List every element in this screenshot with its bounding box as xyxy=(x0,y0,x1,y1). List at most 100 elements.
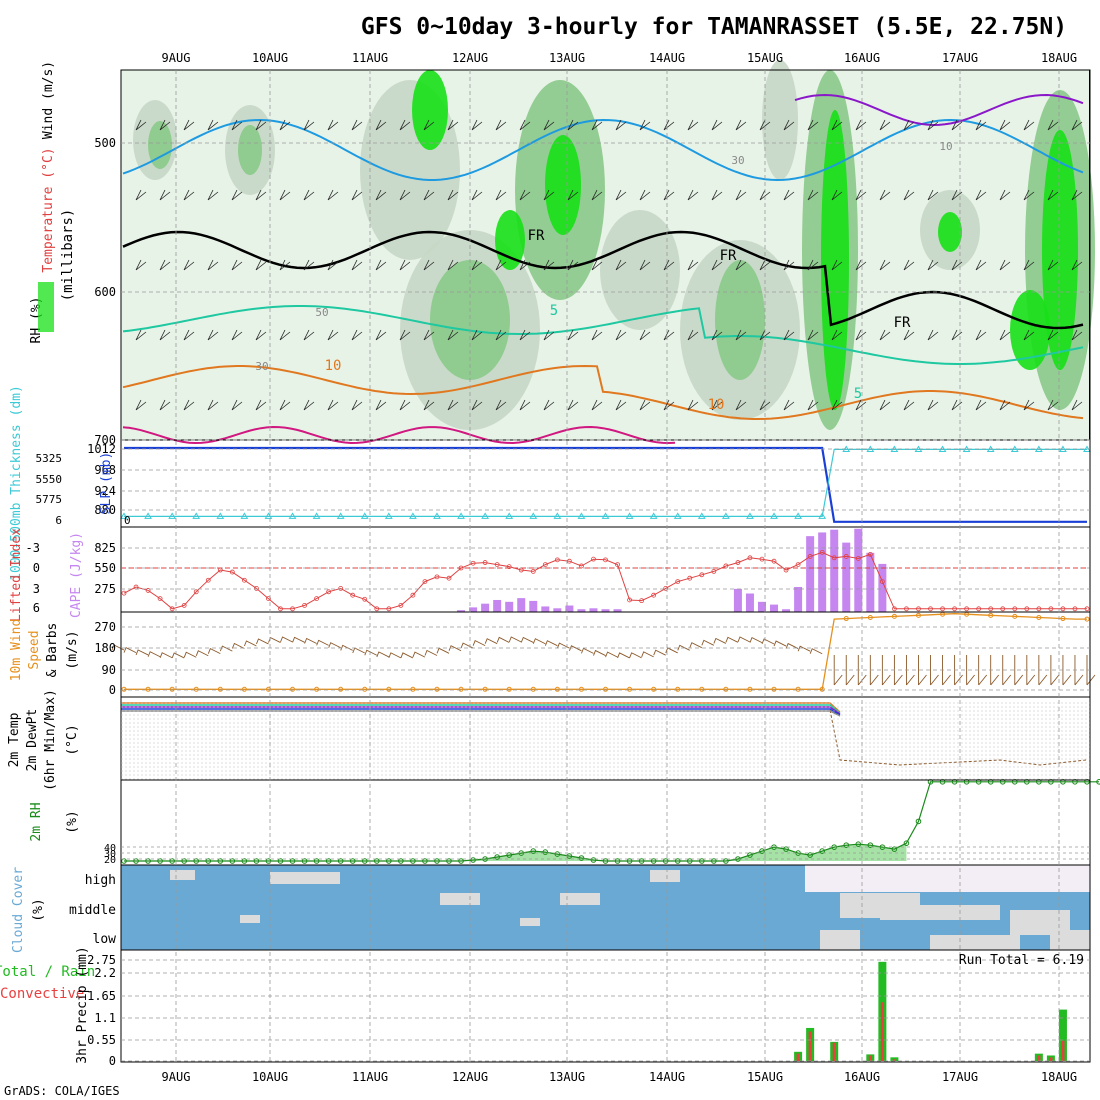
upper-wind-barb xyxy=(159,189,171,201)
upper-wind-barb xyxy=(207,329,219,341)
upper-wind-barb xyxy=(1071,329,1083,341)
upper-wind-barb xyxy=(543,259,555,271)
rh2m-point xyxy=(446,858,452,864)
wind-barb xyxy=(930,655,939,686)
upper-wind-barb xyxy=(783,399,795,411)
cape-bar xyxy=(517,598,526,612)
rh2m-point xyxy=(229,858,236,864)
upper-wind-barb xyxy=(855,119,867,131)
upper-wind-barb xyxy=(471,259,483,271)
wind-barb xyxy=(424,649,438,656)
upper-wind-barb xyxy=(183,119,195,131)
upper-wind-barb xyxy=(1023,259,1035,271)
upper-wind-barb xyxy=(663,189,675,201)
cape-bar xyxy=(818,532,827,612)
temp2m-axis-label-a: 2m Temp xyxy=(7,712,22,767)
wind-speed-point xyxy=(265,686,271,692)
upper-wind-barb xyxy=(1071,119,1083,131)
slp-tick-label: 1012 xyxy=(87,442,116,456)
wind-barb xyxy=(183,651,197,658)
date-label-top: 12AUG xyxy=(452,51,488,65)
cape-bar xyxy=(842,542,851,612)
li-point xyxy=(747,555,753,561)
rh2m-area xyxy=(124,843,907,861)
precip-convective-bar xyxy=(808,1031,812,1061)
wind-barb xyxy=(556,642,570,649)
wind-barb xyxy=(581,647,594,654)
li-point xyxy=(121,590,127,596)
cape-tick-label: 275 xyxy=(94,582,116,596)
date-label-top: 9AUG xyxy=(162,51,191,65)
date-label-bottom: 14AUG xyxy=(649,1070,685,1084)
upper-wind-barb xyxy=(231,259,243,271)
cloud-gap xyxy=(440,893,480,905)
rh2m-point xyxy=(410,858,416,864)
rh2m-point xyxy=(193,858,200,864)
thickness-point xyxy=(240,512,249,519)
wind-barb xyxy=(352,647,365,654)
rh2m-point xyxy=(253,858,260,864)
wind-speed-point xyxy=(145,686,151,692)
cape-bar xyxy=(553,608,562,612)
upper-wind-barb xyxy=(663,119,675,131)
upper-wind-barb xyxy=(1047,259,1059,271)
upper-wind-barb xyxy=(975,329,987,341)
date-label-top: 13AUG xyxy=(549,51,585,65)
wind-speed-point xyxy=(723,686,729,692)
li-point xyxy=(241,577,247,583)
precip-axis-label: 3hr Precip (mm) xyxy=(75,946,90,1063)
li-point xyxy=(892,606,897,612)
wind-barb xyxy=(219,645,233,652)
precip-total-bar xyxy=(1058,1009,1067,1061)
upper-wind-barb xyxy=(783,329,795,341)
upper-wind-barb xyxy=(447,399,459,411)
rh2m-point xyxy=(867,842,874,848)
upper-wind-barb xyxy=(591,259,603,271)
cape-bar xyxy=(601,609,610,612)
upper-wind-barb xyxy=(735,189,747,201)
cape-bar xyxy=(493,599,502,612)
temp-contour-freezing xyxy=(122,230,1084,330)
precip-convective-bar xyxy=(796,1053,800,1061)
wind-speed-point xyxy=(771,686,777,692)
li-point xyxy=(446,575,452,581)
date-label-bottom: 11AUG xyxy=(352,1070,388,1084)
wind-barb xyxy=(123,646,137,654)
precip-convective-bar xyxy=(892,1059,896,1061)
thickness-point xyxy=(336,512,345,519)
wind-barb xyxy=(629,652,642,659)
wind-barb xyxy=(231,642,245,649)
rh2m-point xyxy=(398,858,404,864)
thickness-point xyxy=(288,512,297,519)
upper-wind-barb xyxy=(303,189,315,201)
upper-wind-barb xyxy=(831,189,843,201)
thickness-tick-label: 5775 xyxy=(36,493,63,506)
upper-wind-barb xyxy=(879,329,891,341)
rh2m-point xyxy=(133,858,139,864)
upper-wind-barb xyxy=(807,189,819,201)
rh-contour-region xyxy=(1010,290,1050,370)
precip-convective-bar xyxy=(868,1055,872,1061)
wind-barb xyxy=(689,642,703,649)
date-label-bottom: 18AUG xyxy=(1041,1070,1077,1084)
panel-frame-wind xyxy=(120,611,1091,698)
thickness-line xyxy=(124,448,1087,518)
upper-wind-barb xyxy=(327,329,339,341)
upper-wind-barb xyxy=(327,189,339,201)
li-point xyxy=(470,560,476,566)
wind-barb xyxy=(159,652,173,659)
precip-tick-label: 0.55 xyxy=(87,1033,116,1047)
wind-barb xyxy=(593,649,606,656)
date-label-bottom: 17AUG xyxy=(942,1070,978,1084)
wind10m-axis-label-a: 10m Wind xyxy=(9,619,24,682)
upper-wind-barb xyxy=(687,329,699,341)
wind-speed-point xyxy=(290,686,296,692)
upper-wind-barb xyxy=(615,189,627,201)
upper-wind-barb xyxy=(711,329,723,341)
cape-bar xyxy=(866,552,875,612)
wind-axis-label: Wind (m/s) xyxy=(41,61,56,139)
upper-wind-barb xyxy=(231,119,243,131)
li-point xyxy=(879,579,885,584)
upper-wind-barb xyxy=(183,329,195,341)
thickness-point xyxy=(409,512,417,519)
